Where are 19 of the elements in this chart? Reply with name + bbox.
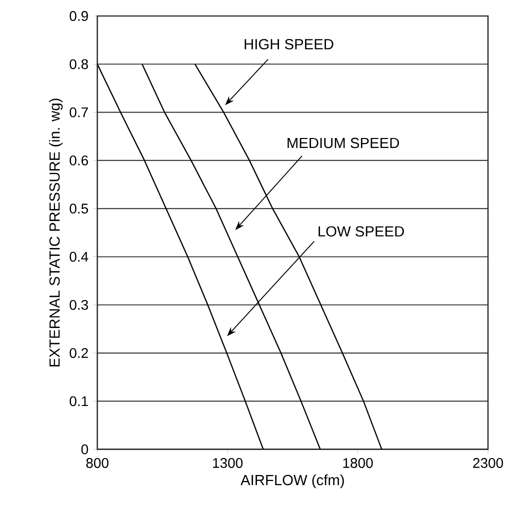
annotation: LOW SPEED bbox=[318, 226, 404, 237]
y-tick-label: 0 bbox=[82, 444, 88, 454]
y-axis-title: EXTERNAL STATIC PRESSURE (in. wg) bbox=[49, 98, 63, 366]
annotation: MEDIUM SPEED bbox=[288, 138, 400, 148]
x-axis-title: AIRFLOW (cfm) bbox=[240, 474, 344, 488]
x-tick-label: 1300 bbox=[213, 458, 243, 468]
x-tick-label: 800 bbox=[86, 458, 109, 468]
y-tick-label: 0.3 bbox=[70, 300, 88, 310]
annotation: HIGH SPEED bbox=[244, 38, 334, 50]
y-tick-label: 0.8 bbox=[70, 59, 88, 70]
x-tick-label: 1800 bbox=[343, 458, 373, 468]
y-tick-label: 0.1 bbox=[70, 396, 88, 406]
y-tick-label: 0.7 bbox=[70, 107, 88, 118]
y-tick-label: 0.2 bbox=[70, 348, 88, 358]
y-tick-label: 0.5 bbox=[70, 204, 88, 214]
x-tick-label: 2300 bbox=[473, 458, 504, 468]
y-tick-label: 0.9 bbox=[70, 11, 88, 21]
y-tick-label: 0.6 bbox=[70, 156, 88, 166]
y-tick-label: 0.4 bbox=[70, 252, 88, 262]
